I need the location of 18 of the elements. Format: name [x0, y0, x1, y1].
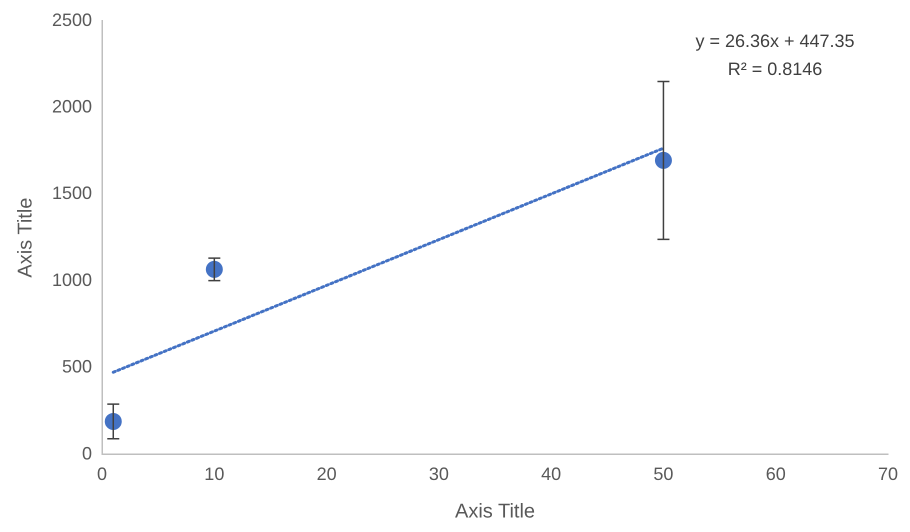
y-tick-label: 2000 [52, 96, 92, 116]
x-tick-label: 60 [766, 464, 786, 484]
annotation: y = 26.36x + 447.35 [695, 30, 855, 51]
y-tick-label: 500 [62, 356, 92, 377]
annotation: R² = 0.8146 [728, 58, 822, 79]
x-tick-label: 0 [97, 464, 108, 484]
y-axis-title: Axis Title [14, 198, 37, 278]
x-axis-title: Axis Title [455, 500, 536, 523]
y-tick-label: 1500 [52, 183, 92, 204]
x-tick-label: 10 [204, 464, 224, 484]
x-tick-label: 50 [653, 464, 674, 484]
y-tick-label: 1000 [52, 270, 92, 290]
y-tick-label: 2500 [52, 10, 92, 30]
y-tick-label: 0 [82, 443, 92, 464]
x-tick-label: 30 [428, 464, 449, 484]
x-tick-label: 70 [878, 464, 898, 484]
x-tick-label: 40 [541, 464, 562, 484]
x-tick-label: 20 [316, 464, 337, 484]
